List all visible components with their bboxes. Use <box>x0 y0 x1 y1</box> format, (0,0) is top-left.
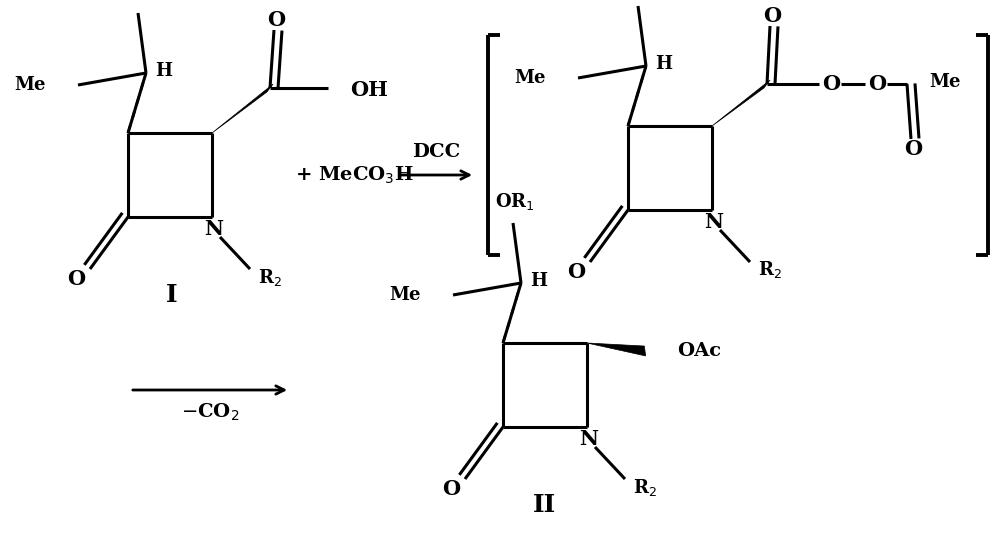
Text: DCC: DCC <box>412 143 460 161</box>
Text: OR$_1$: OR$_1$ <box>495 191 535 212</box>
Text: R$_2$: R$_2$ <box>258 267 282 287</box>
Text: R$_2$: R$_2$ <box>633 476 657 497</box>
Text: N: N <box>204 219 224 239</box>
Polygon shape <box>712 80 770 126</box>
Text: $-$CO$_2$: $-$CO$_2$ <box>181 401 239 423</box>
Text: R$_2$: R$_2$ <box>758 260 782 280</box>
Text: II: II <box>533 493 557 517</box>
Text: H: H <box>156 62 173 80</box>
Text: N: N <box>579 429 599 449</box>
Text: OR$_1$: OR$_1$ <box>120 0 160 2</box>
Text: H: H <box>656 55 672 73</box>
Text: O: O <box>868 74 886 94</box>
Text: Me: Me <box>14 76 46 94</box>
Text: Me: Me <box>390 286 421 304</box>
Polygon shape <box>212 84 273 133</box>
Text: O: O <box>267 10 285 30</box>
Text: Me: Me <box>514 69 546 87</box>
Text: OAc: OAc <box>677 342 721 360</box>
Text: H: H <box>530 272 548 290</box>
Text: + MeCO$_3$H: + MeCO$_3$H <box>295 164 414 186</box>
Text: Me: Me <box>929 73 960 91</box>
Text: O: O <box>67 269 85 289</box>
Text: N: N <box>704 212 724 232</box>
Polygon shape <box>587 343 646 356</box>
Text: O: O <box>822 74 840 94</box>
Text: O: O <box>567 262 585 282</box>
Text: I: I <box>166 283 178 307</box>
Text: O: O <box>904 139 922 159</box>
Text: O: O <box>763 6 781 26</box>
Text: O: O <box>442 479 460 499</box>
Text: OH: OH <box>350 80 388 100</box>
